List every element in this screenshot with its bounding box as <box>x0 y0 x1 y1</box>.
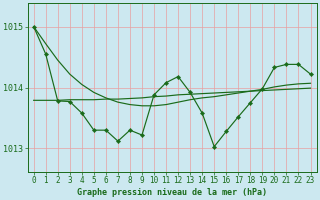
X-axis label: Graphe pression niveau de la mer (hPa): Graphe pression niveau de la mer (hPa) <box>77 188 267 197</box>
